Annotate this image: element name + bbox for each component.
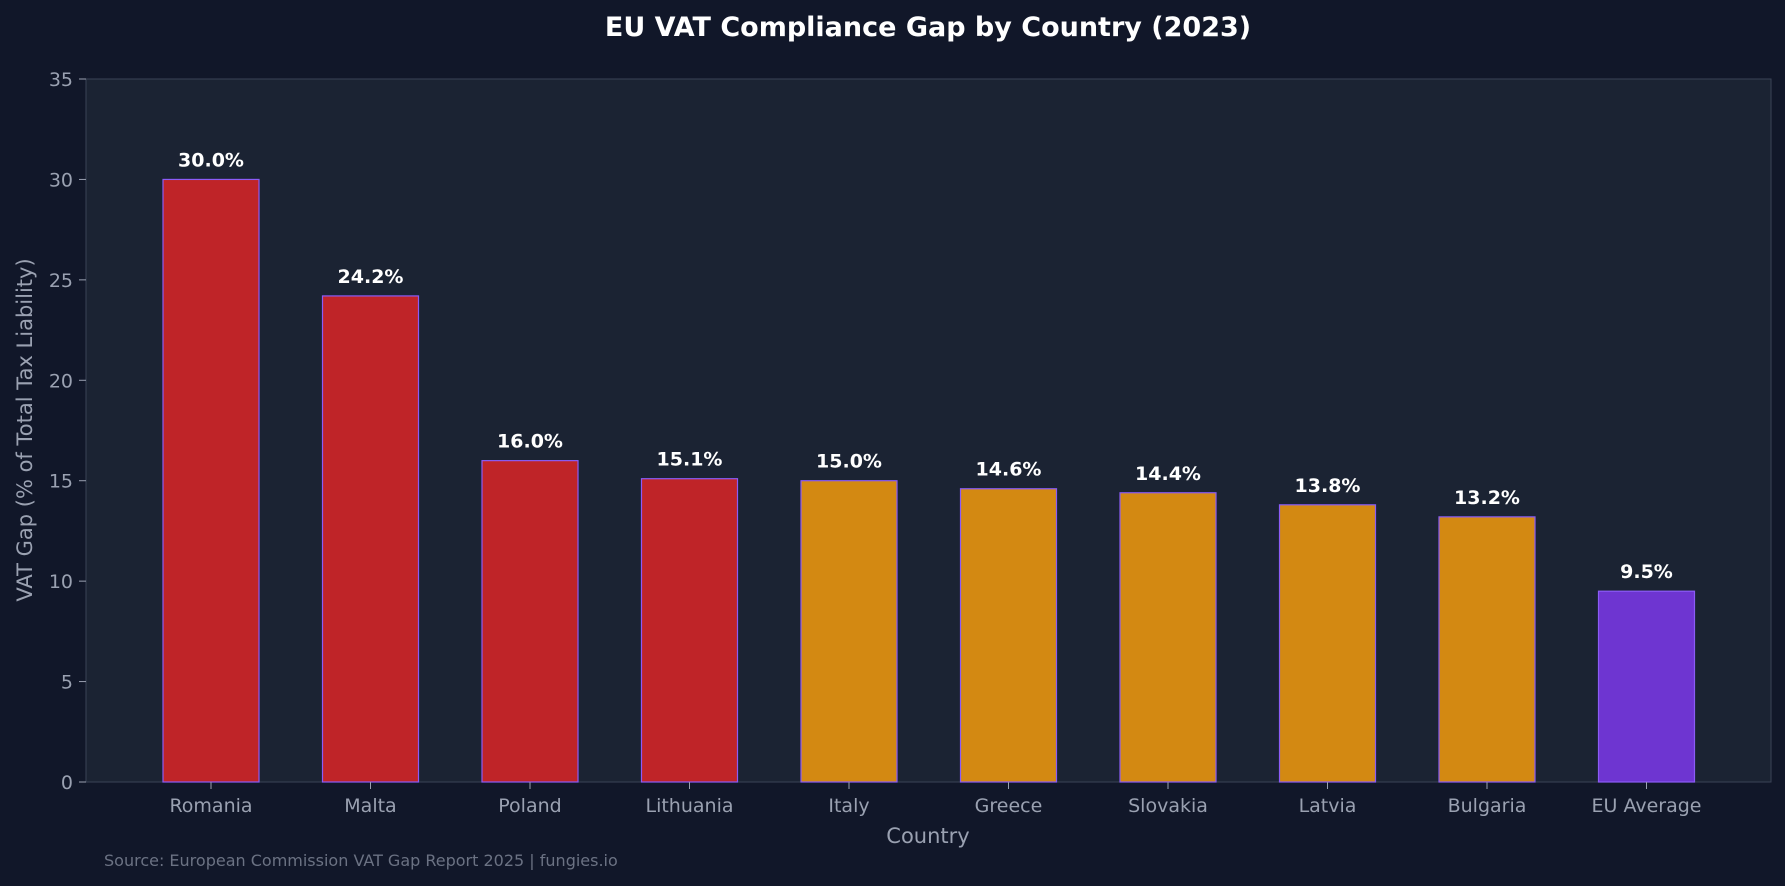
bar-malta <box>321 295 420 783</box>
bar-eu-average <box>1597 590 1696 783</box>
x-tick-label: Lithuania <box>645 795 733 817</box>
bar-value-label: 16.0% <box>497 431 563 453</box>
bar-value-label: 24.2% <box>338 266 404 288</box>
x-tick-label: Bulgaria <box>1448 795 1527 817</box>
x-axis: Romania Malta Poland Lithuania Italy Greece Sl… <box>169 782 1701 817</box>
y-tick-label: 15 <box>49 471 73 493</box>
y-tick-label: 30 <box>49 169 73 191</box>
bar-lithuania <box>640 478 739 783</box>
x-tick-label: EU Average <box>1592 795 1702 817</box>
bar-value-label: 9.5% <box>1620 561 1673 583</box>
bar-greece <box>959 488 1058 783</box>
y-tick-label: 10 <box>49 571 73 593</box>
bar-value-label: 30.0% <box>178 149 244 171</box>
bar-bulgaria <box>1438 516 1536 783</box>
y-tick-label: 0 <box>61 772 73 794</box>
bar-romania <box>162 178 260 783</box>
x-tick-label: Poland <box>498 795 561 817</box>
bar-latvia <box>1278 504 1377 783</box>
y-tick-label: 20 <box>49 370 73 392</box>
chart-title: EU VAT Compliance Gap by Country (2023) <box>605 12 1251 43</box>
bar-value-label: 13.2% <box>1454 487 1520 509</box>
bar-value-label: 15.1% <box>657 449 723 471</box>
y-tick-label: 5 <box>61 672 73 694</box>
bar-italy <box>800 480 898 783</box>
x-tick-label: Latvia <box>1299 795 1357 817</box>
source-note: Source: European Commission VAT Gap Repo… <box>104 851 618 870</box>
x-tick-label: Italy <box>828 795 869 817</box>
x-tick-label: Slovakia <box>1128 795 1208 817</box>
x-tick-label: Romania <box>169 795 252 817</box>
bar-poland <box>481 460 579 783</box>
bar-value-label: 14.6% <box>976 459 1042 481</box>
x-tick-label: Greece <box>975 795 1043 817</box>
y-axis-label: VAT Gap (% of Total Tax Liability) <box>13 258 37 601</box>
bar-value-label: 14.4% <box>1135 463 1201 485</box>
bar-value-label: 15.0% <box>816 451 882 473</box>
bars-group: 30.0% 24.2% 16.0% 15.1% 15.0% 14.6% 14.4% 13.8%… <box>162 149 1696 783</box>
bar-slovakia <box>1119 492 1217 783</box>
y-tick-label: 35 <box>49 69 73 91</box>
bar-value-label: 13.8% <box>1295 475 1361 497</box>
x-tick-label: Malta <box>344 795 396 817</box>
y-axis: 0 5 10 15 20 25 30 35 <box>49 69 86 794</box>
x-axis-label: Country <box>886 824 969 848</box>
y-tick-label: 25 <box>49 270 73 292</box>
